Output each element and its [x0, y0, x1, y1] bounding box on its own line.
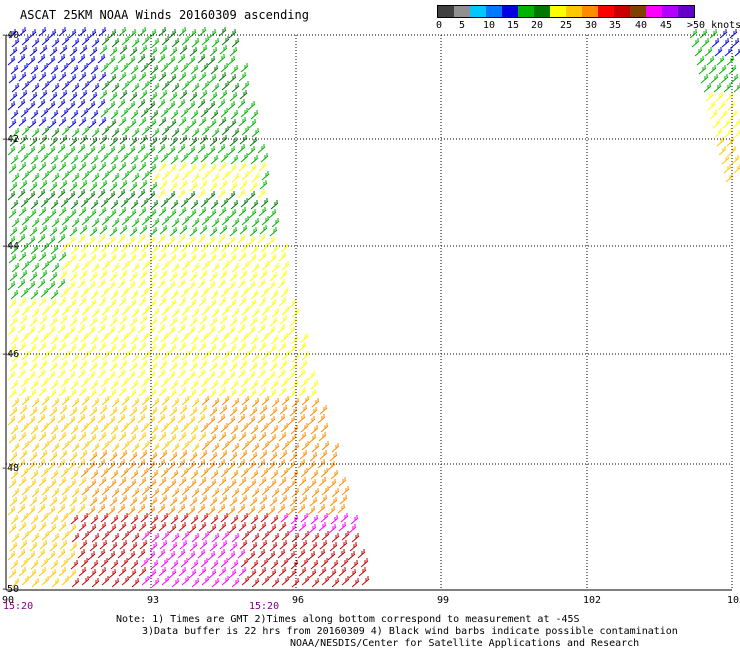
lat-label: -50 — [1, 584, 19, 595]
lon-label: 93 — [147, 595, 159, 606]
colorbar-label: 5 — [459, 20, 466, 31]
wind-barb-group — [7, 92, 740, 399]
colorbar-segment — [614, 6, 630, 17]
note-line-1: Note: 1) Times are GMT 2)Times along bot… — [116, 614, 580, 625]
wind-barb-group — [80, 396, 350, 516]
colorbar-segment — [454, 6, 470, 17]
wind-barb-group — [7, 27, 740, 300]
colorbar-segment — [438, 6, 454, 17]
colorbar-segment — [534, 6, 550, 17]
wind-barbs-layer — [7, 27, 740, 588]
colorbar-segment — [566, 6, 582, 17]
wind-barb-group — [140, 513, 359, 588]
lon-label: 105 — [727, 595, 740, 606]
colorbar-segment — [598, 6, 614, 17]
lon-label: 102 — [583, 595, 601, 606]
lat-label: -48 — [1, 463, 19, 474]
colorbar-segment — [630, 6, 646, 17]
note-line-3: NOAA/NESDIS/Center for Satellite Applica… — [290, 638, 640, 649]
colorbar-labels: 0 5 10 15 20 25 30 35 40 45 >50 knots — [432, 20, 740, 34]
colorbar-label: 40 — [635, 20, 648, 31]
colorbar-segment — [550, 6, 566, 17]
colorbar-segment — [518, 6, 534, 17]
colorbar-segment — [502, 6, 518, 17]
colorbar-label: 15 — [507, 20, 520, 31]
lon-label: 90 — [2, 595, 14, 606]
lon-label: 99 — [437, 595, 449, 606]
colorbar-label: >50 knots — [687, 20, 740, 31]
colorbar-label: 45 — [660, 20, 673, 31]
colorbar-label: 10 — [483, 20, 496, 31]
colorbar-segment — [646, 6, 662, 17]
wind-barb-group — [70, 513, 370, 588]
colorbar-label: 20 — [531, 20, 544, 31]
lat-label: -42 — [1, 134, 19, 145]
colorbar-segment — [582, 6, 598, 17]
colorbar-segment — [470, 6, 486, 17]
colorbar-label: 35 — [609, 20, 622, 31]
note-line-2: 3)Data buffer is 22 hrs from 20160309 4)… — [142, 626, 678, 637]
colorbar-label: 0 — [436, 20, 443, 31]
colorbar-segment — [662, 6, 678, 17]
lat-label: -46 — [1, 349, 19, 360]
colorbar-label: 30 — [585, 20, 598, 31]
wind-speed-colorbar — [437, 5, 695, 18]
wind-barb-group — [7, 27, 279, 210]
lat-label: -44 — [1, 241, 19, 252]
lon-label: 96 — [292, 595, 304, 606]
lat-label: -40 — [1, 30, 19, 41]
colorbar-segment — [486, 6, 502, 17]
time-label: 15:20 — [249, 601, 279, 612]
colorbar-label: 25 — [560, 20, 573, 31]
time-label: 15:20 — [3, 601, 33, 612]
wind-barb-group — [7, 137, 740, 588]
colorbar-segment — [678, 6, 694, 17]
map-grid — [5, 34, 733, 591]
chart-title: ASCAT 25KM NOAA Winds 20160309 ascending — [20, 8, 309, 22]
